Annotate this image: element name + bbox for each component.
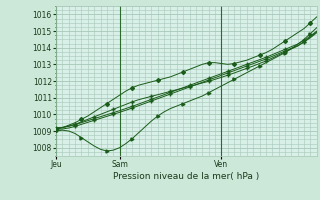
- X-axis label: Pression niveau de la mer( hPa ): Pression niveau de la mer( hPa ): [113, 172, 260, 181]
